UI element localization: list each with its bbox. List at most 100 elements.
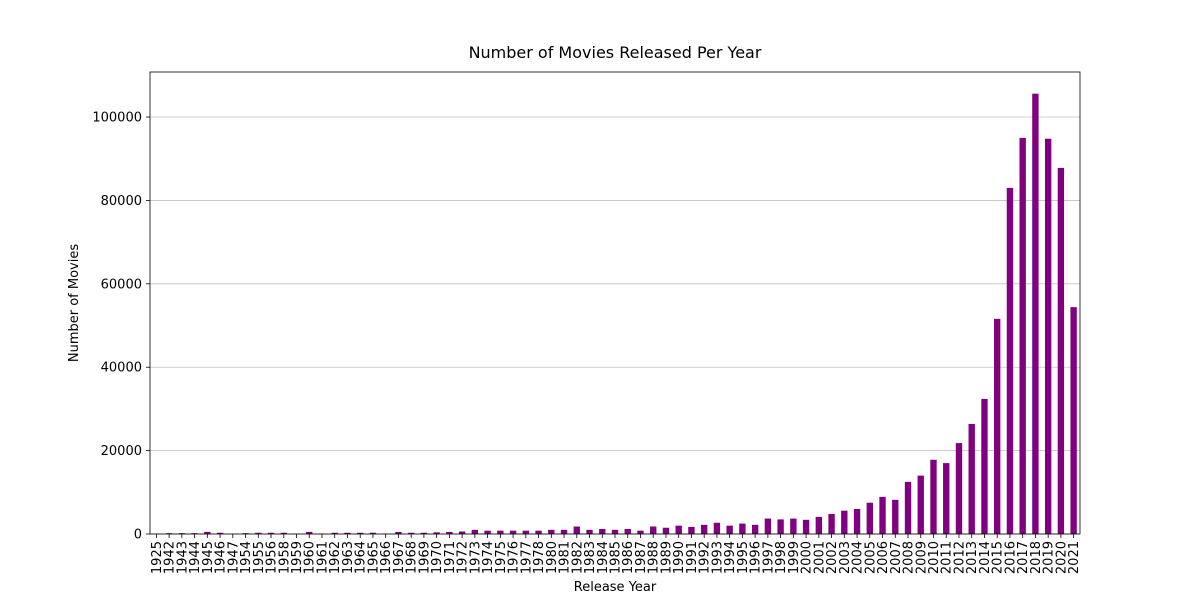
bar: [535, 530, 542, 534]
x-tick-label: 1989: [659, 541, 674, 574]
x-tick-label: 1959: [290, 541, 305, 574]
x-tick-label: 1961: [315, 541, 330, 574]
x-tick-label: 1945: [201, 541, 216, 574]
x-tick-label: 2002: [825, 541, 840, 574]
x-tick-label: 1995: [736, 541, 751, 574]
bar: [599, 528, 606, 534]
plot-frame: [149, 71, 1081, 535]
x-tick-label: 1986: [621, 541, 636, 574]
y-tick-label: 100000: [92, 111, 142, 126]
y-tick-label: 0: [134, 528, 142, 543]
bar: [216, 532, 224, 534]
bar: [548, 529, 555, 534]
x-tick-label: 1969: [417, 541, 432, 574]
x-tick-label: 1992: [698, 541, 713, 574]
bar: [509, 530, 517, 534]
bar: [242, 533, 249, 534]
bar: [994, 318, 1001, 534]
x-tick-label: 1965: [366, 541, 381, 574]
x-tick-label: 1999: [787, 541, 802, 574]
bar: [713, 522, 721, 534]
bar: [688, 526, 695, 534]
bar: [204, 531, 211, 534]
x-tick-label: 1996: [749, 541, 764, 574]
x-tick-label: 2012: [952, 541, 967, 574]
x-tick-label: 1978: [532, 541, 547, 574]
x-tick-label: 1962: [328, 541, 343, 574]
x-tick-label: 2001: [812, 541, 827, 574]
bar: [841, 510, 848, 534]
bar: [433, 532, 440, 534]
bar: [165, 533, 173, 534]
x-tick-label: 1947: [226, 541, 241, 574]
x-tick-label: 2004: [851, 541, 866, 574]
x-tick-label: 2006: [876, 541, 891, 574]
bar: [751, 524, 759, 534]
bar: [1019, 137, 1026, 534]
x-tick-label: 1980: [545, 541, 560, 574]
bar: [892, 499, 899, 534]
x-tick-label: 1987: [634, 541, 649, 574]
x-tick-label: 1975: [494, 541, 509, 574]
bar: [637, 530, 644, 534]
x-tick-label: 1964: [354, 541, 369, 574]
x-tick-label: 1944: [188, 541, 203, 574]
bar: [178, 533, 186, 534]
bar: [866, 502, 873, 534]
bar: [267, 532, 275, 534]
bar: [1032, 93, 1039, 534]
x-tick-label: 1970: [430, 541, 445, 574]
bar: [573, 526, 580, 534]
x-tick-label: 2016: [1003, 541, 1018, 574]
x-tick-label: 1994: [723, 541, 738, 574]
bar: [904, 481, 912, 534]
x-tick-label: 1976: [507, 541, 522, 574]
bar: [650, 526, 657, 534]
x-tick-label: 1967: [392, 541, 407, 574]
x-tick-label: 1977: [519, 541, 534, 574]
x-tick-label: 1981: [558, 541, 573, 574]
bar: [484, 530, 491, 534]
bar: [611, 529, 619, 534]
x-tick-label: 2010: [927, 541, 942, 574]
x-tick-label: 2011: [940, 541, 955, 574]
x-tick-label: 1998: [774, 541, 789, 574]
bar: [420, 532, 428, 534]
bar: [879, 496, 886, 534]
bar: [306, 531, 313, 534]
x-tick-label: 1984: [596, 541, 611, 574]
x-tick-label: 1971: [443, 541, 458, 574]
x-tick-label: 2015: [991, 541, 1006, 574]
x-tick-label: 2018: [1029, 541, 1044, 574]
bar: [1044, 138, 1052, 535]
bar: [764, 518, 772, 534]
x-tick-label: 1960: [303, 541, 318, 574]
x-tick-label: 1954: [239, 541, 254, 574]
bar: [497, 530, 504, 534]
bar: [968, 423, 975, 534]
bar: [981, 398, 988, 534]
x-tick-label: 2009: [914, 541, 929, 574]
bar: [369, 532, 377, 534]
x-tick-label: 2019: [1042, 541, 1057, 574]
bar: [357, 532, 364, 534]
x-tick-label: 1997: [761, 541, 776, 574]
x-tick-label: 1991: [685, 541, 700, 574]
bar: [344, 532, 351, 534]
x-tick-label: 1946: [214, 541, 229, 574]
x-tick-label: 2020: [1054, 541, 1069, 574]
x-tick-label: 1974: [481, 541, 496, 574]
x-tick-label: 1925: [150, 541, 165, 574]
y-axis-label: Number of Movies: [67, 244, 82, 362]
x-tick-label: 1972: [456, 541, 471, 574]
bar: [624, 528, 631, 534]
y-tick-label: 60000: [101, 277, 142, 292]
bar: [739, 523, 746, 534]
bar: [790, 518, 797, 534]
bar: [395, 531, 402, 534]
x-tick-label: 2013: [965, 541, 980, 574]
x-tick-label: 1955: [252, 541, 267, 574]
bar: [1057, 167, 1065, 534]
bar: [458, 531, 466, 534]
x-tick-label: 1985: [609, 541, 624, 574]
